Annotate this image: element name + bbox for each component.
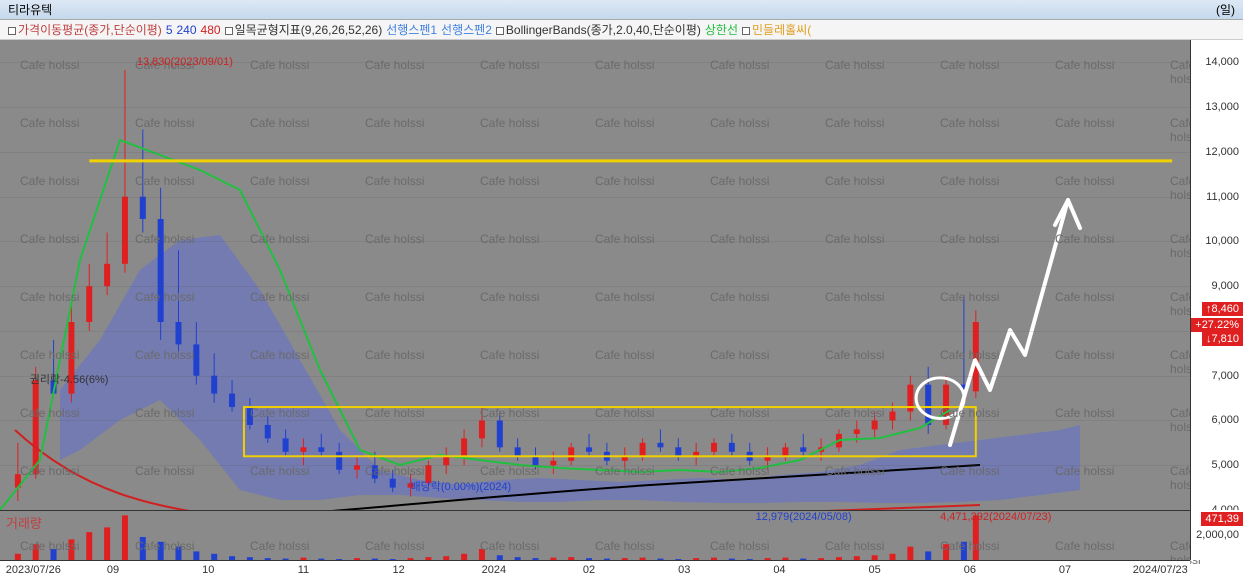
price-badge: +27.22%	[1191, 318, 1243, 332]
x-tick-label: 09	[107, 564, 119, 576]
y-axis-volume: 471,39 2,000,00	[1190, 510, 1243, 560]
price-badge: ↑8,460	[1202, 302, 1243, 316]
x-tick-label: 12	[393, 564, 405, 576]
x-tick-label: 06	[964, 564, 976, 576]
x-tick-label: 03	[678, 564, 690, 576]
indicator-segment: 민들레홀씨(	[742, 21, 811, 38]
x-tick-label: 2024/07/23	[1133, 564, 1188, 576]
indicator-segment: 선행스펜2	[441, 21, 492, 38]
y-tick-label: 7,000	[1211, 370, 1239, 382]
y-tick-label: 13,000	[1205, 101, 1239, 113]
x-tick-label: 2023/07/26	[6, 564, 61, 576]
y-tick-label: 11,000	[1206, 191, 1239, 203]
price-badge: ↓7,810	[1202, 332, 1243, 346]
price-chart[interactable]: Cafe holssiCafe holssiCafe holssiCafe ho…	[0, 40, 1190, 510]
x-tick-label: 04	[773, 564, 785, 576]
y-axis: 4,0005,0006,0007,0008,0009,00010,00011,0…	[1190, 40, 1243, 510]
indicator-segment: BollingerBands(종가,2.0,40,단순이평)	[496, 21, 701, 38]
volume-badge: 471,39	[1201, 512, 1243, 526]
indicator-segment: 상한선	[705, 21, 738, 38]
stock-title: 티라유텍	[8, 1, 52, 18]
y-tick-label: 5,000	[1211, 459, 1239, 471]
x-tick-label: 10	[202, 564, 214, 576]
y-tick-label: 6,000	[1211, 414, 1239, 426]
x-tick-label: 05	[869, 564, 881, 576]
indicator-bar: 가격이동평균(종가,단순이평) 5 240 480 일목균형지표(9,26,26,52,…	[0, 20, 1243, 40]
indicator-segment: 5	[166, 23, 173, 37]
x-tick-label: 11	[298, 564, 309, 576]
indicator-segment: 480	[201, 23, 221, 37]
y-tick-label: 12,000	[1205, 146, 1239, 158]
vol-tick: 2,000,00	[1196, 529, 1239, 541]
indicator-segment: 일목균형지표(9,26,26,52,26)	[225, 21, 383, 38]
chart-container: 티라유텍 (일) 가격이동평균(종가,단순이평) 5 240 480 일목균형지표(9,…	[0, 0, 1243, 581]
x-tick-label: 07	[1059, 564, 1071, 576]
volume-chart[interactable]: 거래량 Cafe holssiCafe holssiCafe holssiCaf…	[0, 510, 1190, 560]
indicator-segment: 선행스펜1	[386, 21, 437, 38]
y-tick-label: 10,000	[1205, 235, 1239, 247]
y-tick-label: 14,000	[1205, 56, 1239, 68]
indicator-segment: 가격이동평균(종가,단순이평)	[8, 21, 162, 38]
indicator-segment: 240	[177, 23, 197, 37]
timeframe-label: (일)	[1216, 1, 1235, 18]
x-axis: 2023/07/26 09 10 11 12 2024 02 03 04 05 06 07 2024/0…	[0, 560, 1190, 581]
x-tick-label: 2024	[482, 564, 506, 576]
x-tick-label: 02	[583, 564, 595, 576]
title-bar: 티라유텍 (일)	[0, 0, 1243, 20]
y-tick-label: 9,000	[1211, 280, 1239, 292]
